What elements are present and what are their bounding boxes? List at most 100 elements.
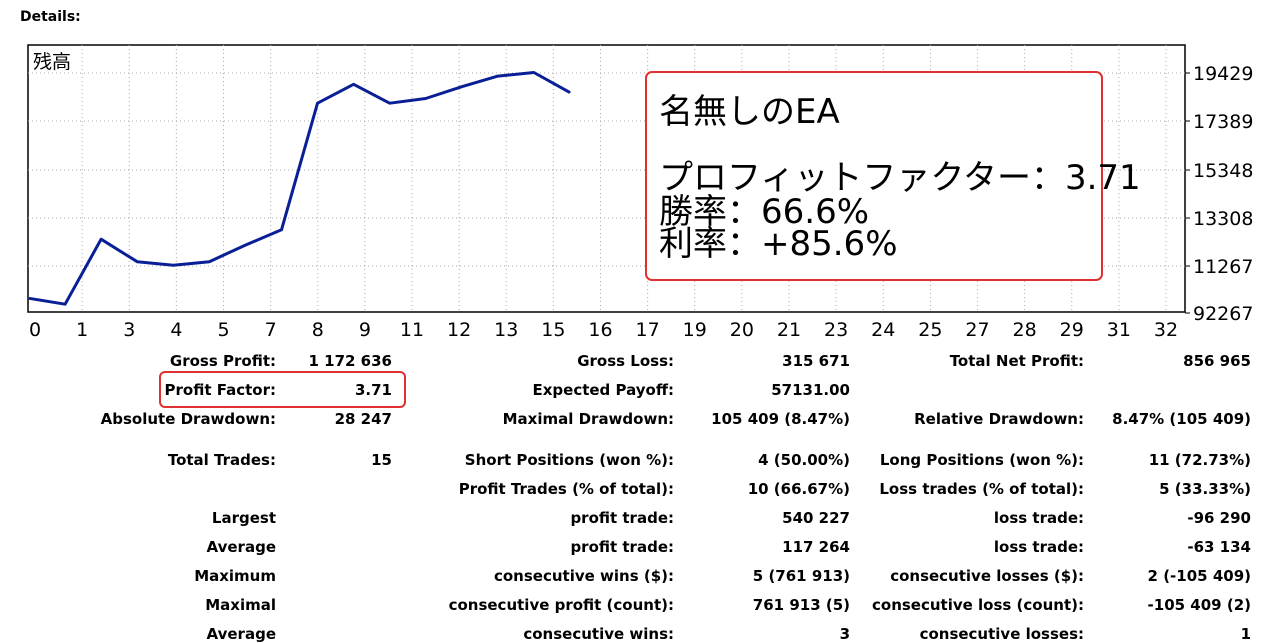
x-tick-label: 32 [1154, 319, 1178, 341]
balance-point [461, 86, 463, 88]
stat-label: Total Net Profit: [949, 352, 1084, 370]
stat-value: -105 409 (2) [1147, 596, 1251, 614]
x-tick-label: 1 [76, 319, 88, 341]
profit-factor-highlight [159, 371, 406, 408]
stat-label: Loss trades (% of total): [879, 480, 1084, 498]
stat-label: Maximal [205, 596, 276, 614]
balance-point [353, 83, 355, 85]
x-tick-label: 25 [918, 319, 942, 341]
stat-label: Absolute Drawdown: [100, 410, 276, 428]
balance-point [244, 244, 246, 246]
x-tick-label: 23 [824, 319, 848, 341]
balance-point [208, 261, 210, 263]
x-tick-label: 31 [1107, 319, 1131, 341]
stat-value: 856 965 [1183, 352, 1251, 370]
stat-label: Gross Profit: [169, 352, 276, 370]
stat-label: consecutive losses ($): [890, 567, 1084, 585]
balance-point [136, 261, 138, 263]
stat-label: consecutive profit (count): [448, 596, 674, 614]
y-tick-label: 11267 [1193, 256, 1253, 278]
ea-summary-callout: 名無しのEA プロフィットファクター：3.71 勝率：66.6% 利率：+85.… [645, 71, 1141, 281]
stat-label: Long Positions (won %): [879, 451, 1084, 469]
balance-point [100, 238, 102, 240]
callout-return-rate: 利率：+85.6% [659, 224, 898, 264]
balance-point [172, 264, 174, 266]
stat-label: loss trade: [993, 538, 1084, 556]
stat-value: 117 264 [782, 538, 850, 556]
balance-series-line [28, 71, 571, 306]
stat-label: Gross Loss: [577, 352, 674, 370]
stat-value: 3.71 [354, 381, 392, 399]
x-tick-label: 12 [447, 319, 471, 341]
stat-value: 11 (72.73%) [1148, 451, 1251, 469]
stat-label: Profit Trades (% of total): [458, 480, 674, 498]
stat-label: Maximum [194, 567, 276, 585]
stat-label: consecutive wins: [523, 625, 674, 643]
stat-label: Profit Factor: [164, 381, 276, 399]
stat-label: profit trade: [570, 509, 674, 527]
stat-label: Short Positions (won %): [464, 451, 674, 469]
x-tick-label: 19 [683, 319, 707, 341]
stat-label: profit trade: [570, 538, 674, 556]
stat-value: 315 671 [782, 352, 850, 370]
stat-label: consecutive loss (count): [872, 596, 1084, 614]
stat-value: 1 [1240, 625, 1251, 643]
y-tick-label: 19429 [1193, 63, 1253, 85]
x-tick-label: 5 [217, 319, 229, 341]
stat-label: Relative Drawdown: [914, 410, 1084, 428]
stat-value: 28 247 [334, 410, 392, 428]
balance-point [569, 92, 571, 94]
x-tick-label: 7 [265, 319, 277, 341]
stat-label: Total Trades: [167, 451, 276, 469]
stat-value: 5 (33.33%) [1159, 480, 1251, 498]
stat-value: 5 (761 913) [752, 567, 850, 585]
stat-label: Largest [211, 509, 276, 527]
x-tick-label: 27 [965, 319, 989, 341]
stat-label: Average [206, 538, 276, 556]
x-tick-label: 21 [777, 319, 801, 341]
stat-label: Average [206, 625, 276, 643]
x-tick-label: 20 [730, 319, 754, 341]
stat-value: 4 (50.00%) [758, 451, 850, 469]
stat-value: -63 134 [1187, 538, 1251, 556]
stat-value: 1 172 636 [308, 352, 392, 370]
x-tick-label: 9 [359, 319, 371, 341]
chart-title: 残高 [33, 51, 71, 73]
stat-value: 57131.00 [771, 381, 850, 399]
x-tick-label: 16 [588, 319, 612, 341]
x-tick-label: 11 [400, 319, 424, 341]
balance-point [533, 72, 535, 73]
balance-point [28, 297, 30, 299]
balance-point [425, 98, 427, 99]
balance-point [389, 102, 391, 104]
stat-label: Maximal Drawdown: [502, 410, 674, 428]
y-tick-label: 17389 [1193, 111, 1253, 133]
stat-label: Expected Payoff: [532, 381, 674, 399]
balance-point [281, 229, 282, 231]
stat-value: -96 290 [1187, 509, 1251, 527]
stat-value: 540 227 [782, 509, 850, 527]
balance-point [64, 303, 66, 305]
x-tick-label: 4 [170, 319, 182, 341]
stat-value: 10 (66.67%) [747, 480, 850, 498]
x-tick-label: 0 [29, 319, 41, 341]
x-tick-label: 28 [1013, 319, 1037, 341]
stat-value: 105 409 (8.47%) [711, 410, 850, 428]
x-tick-label: 29 [1060, 319, 1084, 341]
callout-win-rate: 勝率：66.6% [659, 192, 870, 232]
callout-profit-factor: プロフィットファクター：3.71 [659, 158, 1141, 198]
stat-value: 761 913 (5) [752, 596, 850, 614]
y-tick-label: 92267 [1193, 303, 1253, 325]
details-heading: Details: [20, 9, 81, 25]
balance-point [497, 75, 499, 77]
x-tick-label: 3 [123, 319, 135, 341]
stat-value: 15 [371, 451, 392, 469]
stat-label: loss trade: [993, 509, 1084, 527]
x-tick-label: 17 [636, 319, 660, 341]
stat-label: consecutive losses: [919, 625, 1084, 643]
stat-value: 3 [839, 625, 850, 643]
y-tick-label: 15348 [1193, 160, 1253, 182]
stat-value: 8.47% (105 409) [1112, 410, 1251, 428]
callout-title: 名無しのEA [659, 92, 840, 132]
stat-label: consecutive wins ($): [493, 567, 674, 585]
